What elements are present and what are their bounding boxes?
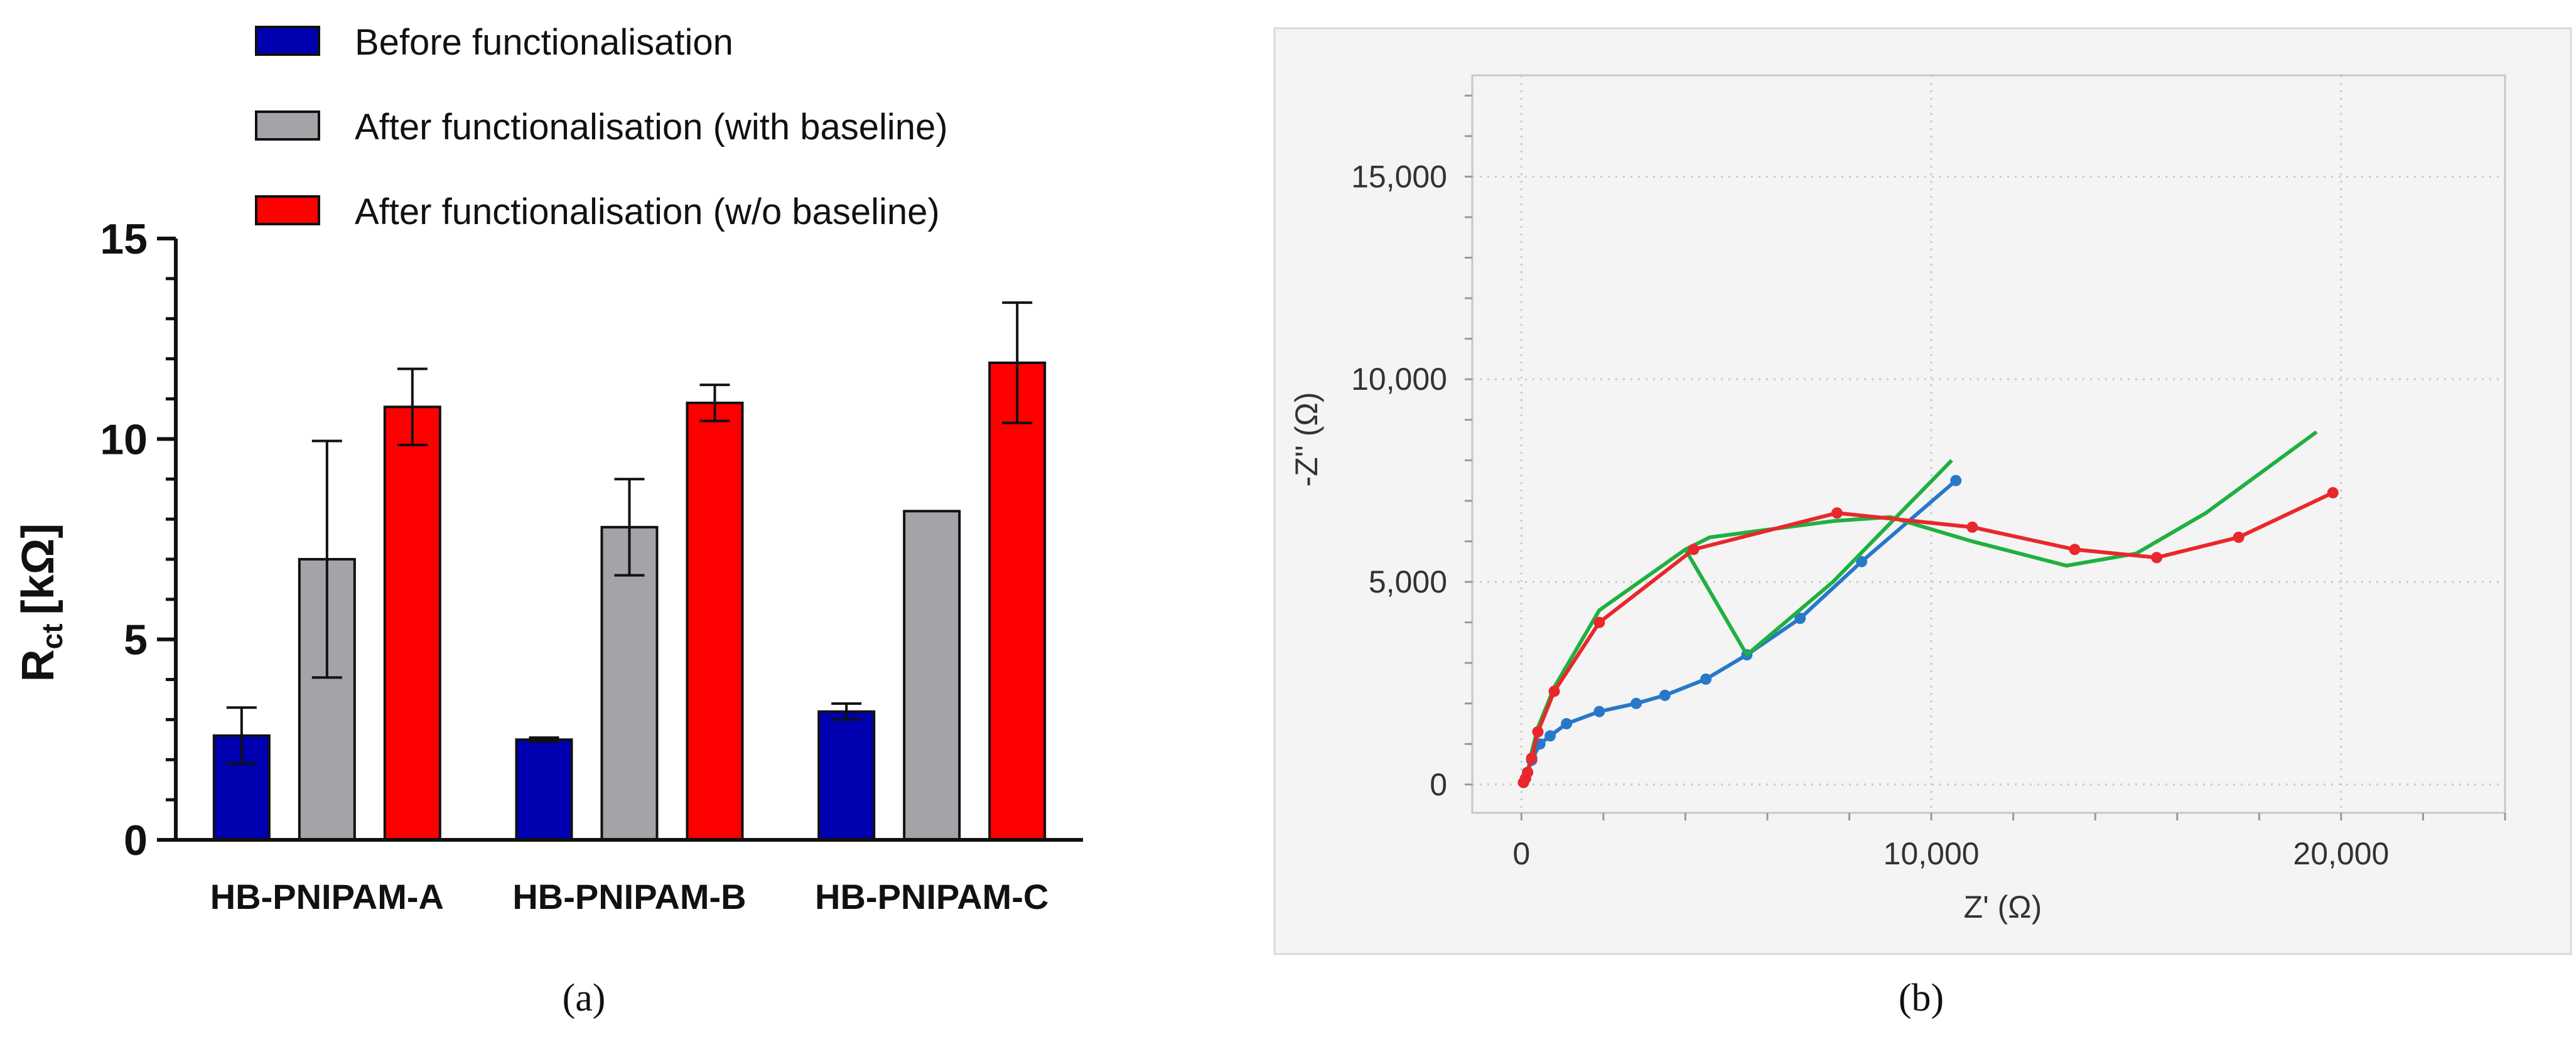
data-point (1593, 616, 1605, 628)
legend-label: After functionalisation (w/o baseline) (355, 191, 940, 232)
data-point (2151, 552, 2163, 564)
data-point (2233, 531, 2245, 543)
x-tick-label: 0 (1512, 836, 1530, 871)
data-point (1856, 556, 1868, 567)
legend-swatch (255, 110, 320, 141)
bar-chart-plot (212, 301, 1047, 842)
bar-chart-legend: Before functionalisation After functional… (255, 22, 948, 232)
data-point (1688, 544, 1700, 556)
data-point (1950, 475, 1962, 486)
nyquist-chart-grid (1472, 75, 2505, 813)
y-tick-label: 0 (1430, 767, 1447, 802)
y-tick-label: 10,000 (1351, 362, 1447, 397)
nyquist-chart-axes: 0 5,000 10,000 15,000 0 10,000 20,000 (1351, 74, 2506, 871)
y-tick-label: 5,000 (1369, 564, 1447, 599)
data-point (1831, 507, 1843, 519)
data-point (1544, 730, 1556, 742)
data-point (2069, 544, 2081, 556)
data-point (1630, 697, 1642, 709)
x-tick-label: 20,000 (2293, 836, 2389, 871)
panel-b-label: (b) (1899, 977, 1944, 1019)
nyquist-chart-x-axis-label: Z' (Ω) (1964, 889, 2042, 925)
x-tick-label: HB-PNIPAM-A (210, 877, 444, 916)
series-line-branch (1683, 459, 1953, 657)
bar-chart-y-axis-label: Rct [kΩ] (13, 524, 68, 682)
x-tick-label: HB-PNIPAM-B (512, 877, 746, 916)
legend-label: After functionalisation (with baseline) (355, 107, 948, 148)
x-tick-label: 10,000 (1883, 836, 1980, 871)
bar (383, 405, 441, 841)
bar (903, 510, 961, 841)
panel-a-label: (a) (563, 977, 606, 1019)
bar-chart-axes: 0 5 10 15 HB-PNIPAM-A HB-PNIPAM-B HB-PNIPAM-C (100, 215, 1083, 916)
bar (515, 738, 573, 842)
nyquist-chart-y-axis-label: -Z'' (Ω) (1289, 392, 1324, 487)
bar (988, 361, 1047, 841)
legend-swatch (255, 195, 320, 225)
bar (686, 401, 744, 841)
plot-frame (1471, 74, 2506, 814)
y-axis-label-subscript: ct (36, 623, 68, 649)
data-point (1700, 673, 1712, 685)
data-point (1548, 685, 1560, 697)
data-point (1532, 726, 1544, 738)
legend-swatch (255, 26, 320, 56)
data-point (1522, 766, 1534, 778)
data-point (1659, 689, 1671, 701)
x-tick-label: HB-PNIPAM-C (815, 877, 1048, 916)
data-point (1526, 752, 1538, 764)
y-tick-label: 0 (124, 817, 148, 864)
data-point (2327, 486, 2339, 498)
data-point (1561, 717, 1573, 729)
nyquist-chart-panel: 0 5,000 10,000 15,000 0 10,000 20,000 Z' (Ω) -… (1273, 27, 2572, 1019)
data-point (1794, 613, 1806, 625)
bar (817, 710, 876, 842)
y-tick-label: 15 (100, 215, 148, 263)
data-point (1966, 521, 1978, 533)
y-axis-label-main: R (13, 649, 63, 682)
bar-chart-panel: Before functionalisation After functional… (13, 22, 1083, 1019)
y-tick-label: 15,000 (1351, 159, 1447, 194)
nyquist-chart-plot (1517, 430, 2339, 788)
data-point (1593, 706, 1605, 717)
y-tick-label: 5 (124, 616, 148, 664)
y-tick-label: 10 (100, 416, 148, 463)
y-axis-label-unit: [kΩ] (13, 524, 63, 615)
legend-label: Before functionalisation (355, 22, 733, 63)
